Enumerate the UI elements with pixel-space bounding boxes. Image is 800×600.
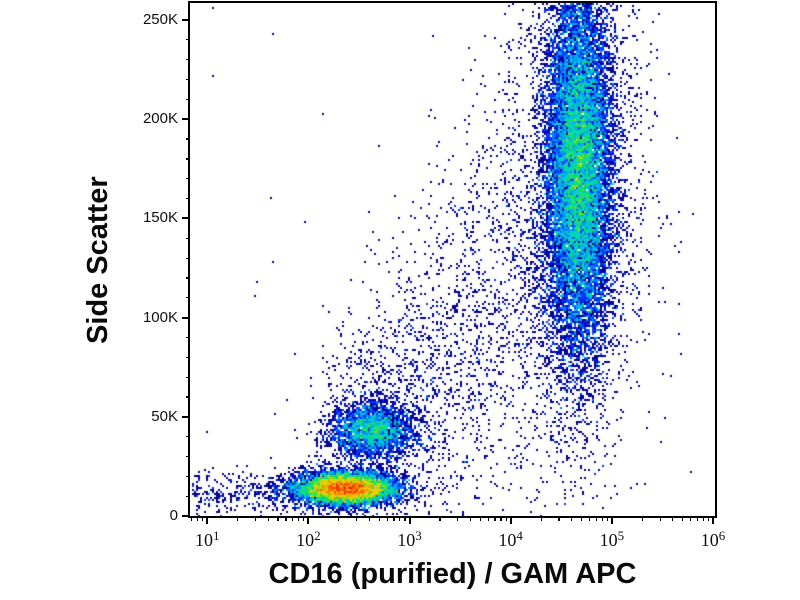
x-tick-label: 106 [700, 528, 726, 550]
x-major-tick [711, 516, 714, 524]
x-tick-label: 102 [296, 528, 321, 550]
x-minor-tick [690, 516, 692, 521]
density-plot-canvas [190, 3, 715, 516]
y-minor-tick [185, 475, 190, 477]
x-minor-tick [439, 516, 441, 521]
x-minor-tick [386, 516, 388, 521]
y-minor-tick [185, 178, 190, 180]
x-major-tick [206, 516, 209, 524]
x-major-tick [408, 516, 411, 524]
y-major-tick [182, 217, 190, 220]
x-minor-tick [237, 516, 239, 521]
y-minor-tick [185, 197, 190, 200]
y-tick-label: 50K [151, 407, 178, 425]
x-tick-label: 103 [397, 528, 422, 550]
y-minor-tick [185, 98, 190, 100]
x-minor-tick [457, 516, 459, 521]
x-minor-tick [580, 516, 583, 521]
y-minor-tick [185, 78, 190, 81]
y-tick-label: 100K [142, 308, 178, 326]
x-minor-tick [540, 516, 542, 521]
x-minor-tick [601, 516, 603, 521]
x-minor-tick [277, 516, 279, 521]
y-axis-title: Side Scatter [82, 176, 114, 344]
y-minor-tick [185, 356, 190, 358]
x-minor-tick [571, 516, 573, 521]
y-tick-label: 250K [142, 11, 178, 29]
y-tick-label: 200K [142, 110, 178, 128]
y-minor-tick [185, 158, 190, 160]
x-minor-tick [378, 516, 380, 521]
x-tick-label: 104 [498, 528, 523, 550]
x-minor-tick [641, 516, 643, 521]
y-tick-label: 0 [169, 507, 178, 524]
x-minor-tick [606, 516, 608, 521]
x-minor-tick [298, 516, 300, 521]
x-minor-tick [202, 516, 204, 521]
x-minor-tick [254, 516, 257, 521]
x-minor-tick [702, 516, 704, 521]
x-tick-label: 101 [194, 528, 220, 550]
y-major-tick [182, 415, 190, 418]
y-minor-tick [185, 237, 190, 239]
x-minor-tick [191, 516, 193, 521]
x-minor-tick [292, 516, 294, 521]
y-minor-tick [185, 138, 190, 140]
x-minor-tick [196, 516, 199, 521]
x-minor-tick [303, 516, 305, 521]
x-minor-tick [356, 516, 358, 521]
y-minor-tick [185, 59, 190, 61]
x-minor-tick [672, 516, 674, 521]
x-minor-tick [500, 516, 502, 521]
y-minor-tick [185, 297, 190, 299]
x-minor-tick [267, 516, 269, 521]
x-minor-tick [696, 516, 698, 521]
x-tick-label: 105 [599, 528, 625, 550]
y-minor-tick [185, 376, 190, 378]
y-major-tick [182, 19, 190, 22]
x-minor-tick [505, 516, 507, 521]
x-minor-tick [558, 516, 560, 521]
y-minor-tick [185, 396, 190, 398]
y-minor-tick [185, 455, 190, 458]
x-major-tick [610, 516, 613, 524]
x-minor-tick [393, 516, 395, 521]
y-major-tick [182, 316, 190, 319]
y-minor-tick [185, 277, 190, 279]
x-minor-tick [494, 516, 496, 521]
x-minor-tick [399, 516, 401, 521]
x-minor-tick [338, 516, 340, 521]
x-minor-tick [707, 516, 710, 521]
x-minor-tick [404, 516, 406, 521]
y-minor-tick [185, 495, 190, 497]
x-minor-tick [285, 516, 287, 521]
x-major-tick [307, 516, 310, 524]
y-minor-tick [185, 336, 190, 339]
x-minor-tick [682, 516, 684, 521]
x-minor-tick [368, 516, 370, 521]
x-minor-tick [487, 516, 489, 521]
x-axis-title: CD16 (purified) / GAM APC [268, 558, 637, 590]
y-major-tick [182, 515, 190, 517]
x-minor-tick [659, 516, 661, 521]
y-minor-tick [185, 436, 190, 438]
x-minor-tick [595, 516, 597, 521]
y-major-tick [182, 118, 190, 121]
y-tick-label: 150K [142, 209, 178, 227]
x-major-tick [509, 516, 512, 524]
x-minor-tick [469, 516, 472, 521]
x-minor-tick [479, 516, 481, 521]
y-minor-tick [185, 257, 190, 259]
x-minor-tick [588, 516, 591, 521]
y-minor-tick [185, 39, 190, 41]
